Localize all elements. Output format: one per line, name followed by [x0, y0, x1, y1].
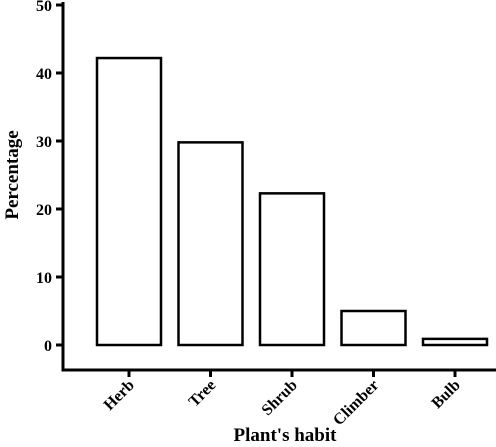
y-tick-label: 50 — [36, 0, 52, 15]
x-tick-label-climber: Climber — [330, 377, 382, 429]
bar-tree — [177, 141, 244, 347]
x-tick-label-tree: Tree — [186, 377, 220, 411]
x-tick-label-bulb: Bulb — [429, 377, 464, 412]
bar-bulb — [421, 337, 489, 347]
x-axis: Herb Tree Shrub Climber Bulb — [61, 368, 496, 429]
bar-shrub — [258, 192, 326, 347]
y-axis: 0 10 20 30 40 50 — [36, 0, 65, 370]
y-tick-label: 10 — [36, 270, 52, 287]
bars-layer — [95, 56, 489, 347]
y-tick-label: 40 — [36, 66, 52, 83]
x-axis-title: Plant's habit — [234, 425, 338, 446]
y-tick-label: 20 — [36, 202, 52, 219]
bar-climber — [340, 309, 407, 347]
y-axis-title: Percentage — [2, 130, 23, 219]
x-tick-label-shrub: Shrub — [259, 377, 301, 419]
bar-herb — [95, 56, 163, 347]
y-tick-label: 0 — [44, 338, 52, 355]
x-tick-label-herb: Herb — [101, 377, 138, 414]
y-tick-label: 30 — [36, 134, 52, 151]
